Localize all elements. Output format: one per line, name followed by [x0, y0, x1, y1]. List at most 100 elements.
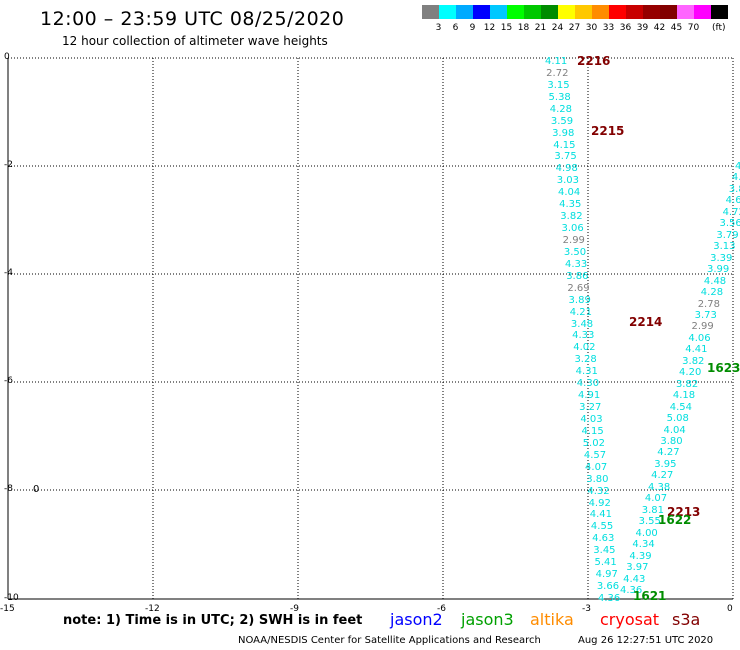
scale-swatch — [507, 5, 524, 19]
wave-height-value: 3.27 — [579, 402, 602, 414]
wave-height-value: 4.15 — [553, 139, 576, 151]
wave-height-value: 4.72 — [722, 206, 740, 218]
footer-note: note: 1) Time is in UTC; 2) SWH is in fe… — [63, 613, 363, 628]
wave-height-value: 4.27 — [657, 447, 680, 459]
wave-height-value: 4.04 — [557, 187, 581, 199]
wave-height-value: 4.20 — [679, 367, 702, 379]
credit-line: NOAA/NESDIS Center for Satellite Applica… — [238, 635, 541, 646]
wave-height-value: 4.39 — [629, 550, 652, 562]
scale-swatch — [490, 5, 507, 19]
scale-label: 21 — [534, 23, 547, 33]
color-scale-unit: (ft) — [712, 23, 726, 33]
pass-time-label: 1621 — [633, 589, 667, 603]
y-tick-label: -4 — [4, 268, 13, 278]
wave-height-value: 4.36 — [620, 585, 643, 596]
y-tick-label: -10 — [4, 593, 19, 603]
wave-height-value: 4.34 — [632, 539, 655, 551]
wave-height-value: 4.21 — [569, 306, 592, 318]
scale-swatch — [626, 5, 643, 19]
scale-swatch — [609, 5, 626, 19]
y-tick-label: -6 — [4, 376, 13, 386]
wave-height-value: 5.41 — [594, 557, 617, 569]
wave-height-value: 5.02 — [582, 437, 605, 449]
satellite-legend-s3a: s3a — [672, 610, 701, 629]
scale-label: 18 — [517, 23, 530, 33]
wave-height-value: 4.31 — [575, 366, 598, 378]
scale-swatch — [456, 5, 473, 19]
wave-height-value: 3.89 — [568, 294, 591, 306]
wave-height-value: 2.72 — [546, 67, 569, 79]
scale-label: 3 — [435, 23, 442, 33]
wave-height-value: 3.86 — [566, 270, 589, 282]
wave-height-value: 3.06 — [561, 223, 584, 235]
scale-label: 45 — [670, 23, 683, 33]
wave-height-value: 4.41 — [589, 509, 613, 521]
wave-height-value: 4.91 — [577, 390, 601, 402]
satellite-legend-altika: altika — [530, 610, 574, 629]
map-marker: 0 — [33, 484, 40, 495]
pass-time-label: 2215 — [591, 124, 625, 138]
generation-timestamp: Aug 26 12:27:51 UTC 2020 — [578, 635, 714, 646]
wave-height-value: 3.45 — [593, 545, 616, 557]
wave-height-value: 2.69 — [567, 282, 590, 294]
wave-height-value: 4.48 — [703, 275, 727, 287]
wave-height-value: 4.54 — [669, 401, 692, 413]
wave-height-value: 3.15 — [547, 79, 570, 91]
wave-height-value: 4.03 — [580, 414, 603, 425]
wave-height-value: 4.55 — [590, 521, 614, 533]
wave-height-value: 3.80 — [660, 436, 683, 448]
x-tick-label: -9 — [290, 604, 299, 614]
wave-height-value: 4.98 — [555, 163, 578, 175]
wave-height-value: 5.38 — [548, 91, 571, 103]
scale-label: 33 — [602, 23, 615, 33]
wave-height-value: 3.50 — [563, 246, 587, 258]
wave-height-value: 3.56 — [719, 218, 740, 230]
scale-swatch — [694, 5, 711, 19]
scale-label: 70 — [687, 23, 700, 33]
x-tick-label: -6 — [437, 604, 446, 614]
wave-height-value: 4.15 — [581, 425, 604, 437]
wave-height-value: 4.97 — [595, 569, 618, 581]
scale-swatch — [643, 5, 660, 19]
wave-height-value: 3.55 — [638, 516, 661, 528]
wave-height-value: 4.18 — [672, 390, 696, 402]
wave-height-value: 4.3 — [731, 172, 740, 184]
wave-height-value: 4.00 — [635, 527, 658, 539]
scale-swatch — [439, 5, 456, 19]
wave-height-value: 4.57 — [583, 449, 607, 461]
wave-height-value: 3.82 — [682, 355, 705, 367]
x-tick-label: 0 — [727, 604, 733, 614]
wave-height-value: 3.66 — [596, 581, 620, 593]
map-subtitle: 12 hour collection of altimeter wave hei… — [62, 34, 328, 48]
wave-height-value: 3.03 — [556, 175, 580, 187]
wave-height-value: 4.41 — [685, 344, 708, 356]
wave-height-value: 4.6 — [725, 195, 740, 207]
pass-time-label: 1623 — [707, 361, 740, 375]
scale-swatch — [524, 5, 541, 19]
wave-height-value: 3.39 — [710, 252, 733, 264]
wave-height-value: 4.92 — [588, 497, 611, 509]
wave-height-value: 4.07 — [585, 461, 608, 473]
wave-height-value: 4.28 — [549, 103, 572, 115]
wave-height-value: 4.11 — [545, 56, 568, 67]
scale-label: 39 — [636, 23, 649, 33]
scale-label: 15 — [500, 23, 513, 33]
scale-label: 30 — [585, 23, 598, 33]
scale-label: 24 — [551, 23, 564, 33]
wave-height-value: 2.99 — [562, 235, 585, 246]
wave-height-value: 3.8 — [728, 183, 740, 195]
wave-height-value: 3.59 — [550, 115, 574, 127]
scale-swatch — [660, 5, 677, 19]
wave-height-value: 4.02 — [573, 342, 596, 354]
wave-height-value: 3.75 — [554, 151, 577, 163]
scale-swatch — [677, 5, 694, 19]
wave-height-value: 4.38 — [647, 481, 671, 493]
wave-height-value: 3.79 — [716, 229, 739, 241]
scale-swatch — [558, 5, 575, 19]
wave-height-value: 4.28 — [700, 287, 724, 299]
wave-height-value: 3.28 — [574, 354, 597, 366]
scale-label: 27 — [568, 23, 581, 33]
wave-height-value: 2.78 — [697, 298, 720, 310]
x-tick-label: -12 — [145, 604, 160, 614]
